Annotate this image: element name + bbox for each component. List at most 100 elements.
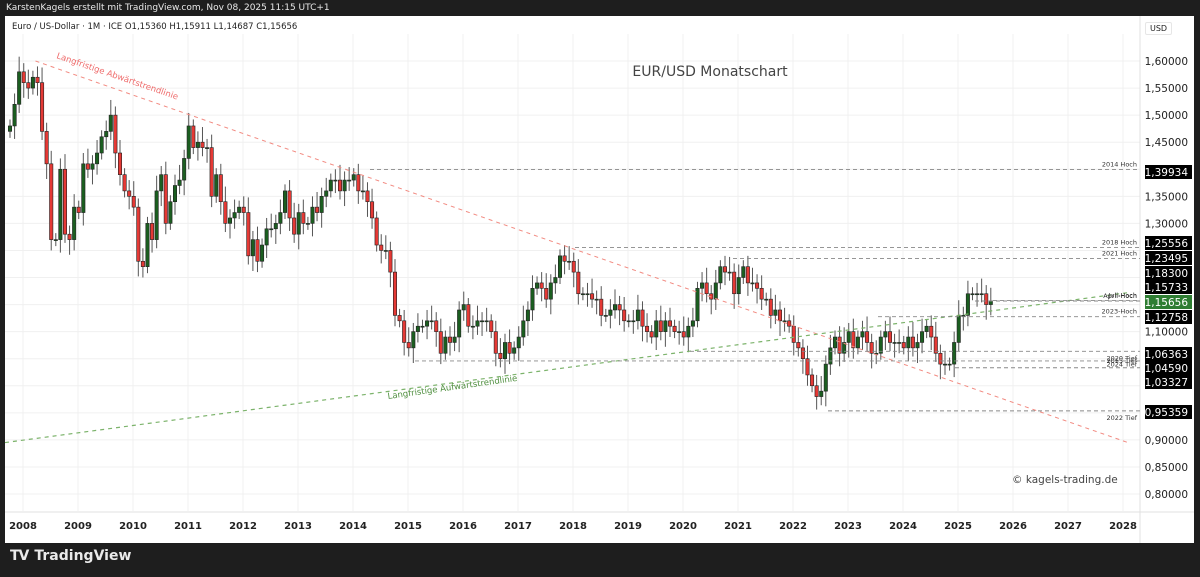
candle-up	[182, 158, 187, 181]
candle-up	[30, 76, 35, 89]
candle-down	[40, 82, 45, 132]
candle-down	[571, 260, 576, 273]
candle-up	[608, 309, 613, 316]
chart-title: EUR/USD Monatschart	[632, 64, 788, 80]
candle-down	[745, 266, 750, 284]
candle-up	[878, 336, 883, 354]
candle-down	[851, 331, 856, 349]
candle-up	[502, 342, 507, 359]
candle-up	[228, 217, 233, 224]
price-tag-text: 1,12758	[1145, 312, 1188, 324]
candle-up	[260, 244, 265, 262]
candle-up	[979, 293, 984, 296]
candle-up	[214, 174, 219, 197]
candle-up	[461, 304, 466, 311]
candle-up	[58, 168, 63, 240]
symbol-legend: Euro / US-Dollar · 1M · ICE O1,15360 H1,…	[12, 22, 298, 32]
time-tick: 2012	[229, 521, 257, 532]
candle-up	[553, 277, 558, 284]
candle-up	[612, 304, 617, 311]
candle-up	[305, 223, 310, 225]
candle-down	[370, 201, 375, 219]
candle-down	[901, 342, 906, 349]
candle-down	[640, 309, 645, 327]
uptrend-label: Langfristige Aufwärtstrendlinie	[387, 374, 518, 402]
candle-up	[278, 212, 283, 224]
candle-up	[72, 206, 77, 240]
price-tag	[1145, 361, 1192, 375]
currency-label[interactable]: USD	[1145, 22, 1173, 35]
candle-up	[832, 336, 837, 349]
price-tag-text: 1,15733	[1145, 282, 1188, 294]
candle-down	[85, 163, 90, 170]
time-tick: 2024	[889, 521, 917, 532]
price-tick: 0,90000	[1145, 435, 1188, 447]
candle-up	[383, 250, 388, 252]
price-tag-text: 1,04590	[1145, 363, 1188, 375]
candle-down	[869, 342, 874, 354]
price-tag-text: 0,95359	[1145, 407, 1188, 419]
candle-up	[915, 342, 920, 349]
candle-up	[557, 255, 562, 278]
tradingview-brand[interactable]: TV TradingView	[10, 548, 131, 564]
price-tag	[1145, 405, 1192, 419]
candle-down	[223, 201, 228, 224]
candle-up	[603, 315, 608, 317]
candle-down	[837, 336, 842, 354]
candle-down	[800, 347, 805, 359]
candle-up	[296, 212, 301, 235]
candle-up	[429, 320, 434, 323]
candle-up	[947, 363, 952, 366]
candle-up	[975, 293, 980, 296]
price-tick: 1,60000	[1145, 56, 1188, 68]
candle-down	[406, 342, 411, 349]
uptrend-line[interactable]	[4, 292, 1129, 444]
candle-up	[970, 293, 975, 296]
candle-down	[337, 179, 342, 192]
candle-up	[530, 288, 535, 311]
candle-down	[301, 212, 306, 224]
candle-down	[622, 309, 627, 322]
price-tag-text: 1,03327	[1145, 377, 1188, 389]
candle-down	[255, 239, 260, 262]
candle-up	[173, 185, 178, 203]
downtrend-line[interactable]	[35, 60, 1129, 444]
candle-up	[897, 342, 902, 344]
candle-up	[846, 331, 851, 343]
price-tag	[1145, 375, 1192, 389]
candle-up	[250, 239, 255, 257]
price-tick: 1,35000	[1145, 191, 1188, 203]
candle-down	[599, 298, 604, 316]
candle-down	[67, 233, 72, 240]
candle-down	[796, 342, 801, 349]
candle-down	[365, 190, 370, 203]
candle-up	[237, 206, 242, 213]
candle-down	[388, 250, 393, 273]
time-tick: 2014	[339, 521, 367, 532]
candle-up	[585, 293, 590, 296]
candle-up	[512, 347, 517, 354]
candle-up	[425, 320, 430, 327]
candle-down	[732, 271, 737, 295]
level-label: 2018 Hoch	[1102, 238, 1137, 246]
candle-down	[493, 331, 498, 354]
time-tick: 2018	[559, 521, 587, 532]
time-tick: 2021	[724, 521, 752, 532]
candle-up	[906, 336, 911, 349]
candle-down	[498, 352, 503, 359]
candle-up	[686, 325, 691, 338]
candle-down	[397, 315, 402, 322]
candle-up	[956, 315, 961, 343]
candle-up	[269, 228, 274, 231]
candle-down	[434, 320, 439, 332]
candle-up	[741, 266, 746, 278]
candle-up	[360, 190, 365, 193]
candle-up	[108, 114, 113, 132]
candle-down	[379, 244, 384, 251]
candle-down	[438, 331, 443, 354]
chart-frame	[5, 16, 1194, 543]
time-tick: 2015	[394, 521, 422, 532]
time-tick: 2011	[174, 521, 202, 532]
candle-down	[76, 206, 81, 213]
